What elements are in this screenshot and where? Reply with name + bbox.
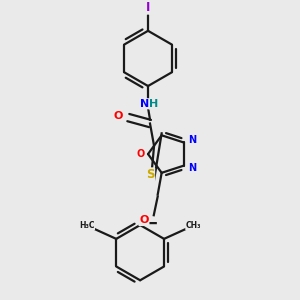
Text: S: S	[146, 168, 154, 181]
Text: I: I	[146, 1, 150, 13]
Text: N: N	[188, 134, 196, 145]
Text: O: O	[114, 111, 123, 121]
Text: CH₃: CH₃	[186, 220, 201, 230]
Text: H₃C: H₃C	[79, 220, 94, 230]
Text: N: N	[140, 99, 150, 109]
Text: H: H	[149, 99, 159, 109]
Text: O: O	[136, 149, 144, 159]
Text: O: O	[139, 215, 148, 225]
Text: N: N	[188, 163, 196, 172]
